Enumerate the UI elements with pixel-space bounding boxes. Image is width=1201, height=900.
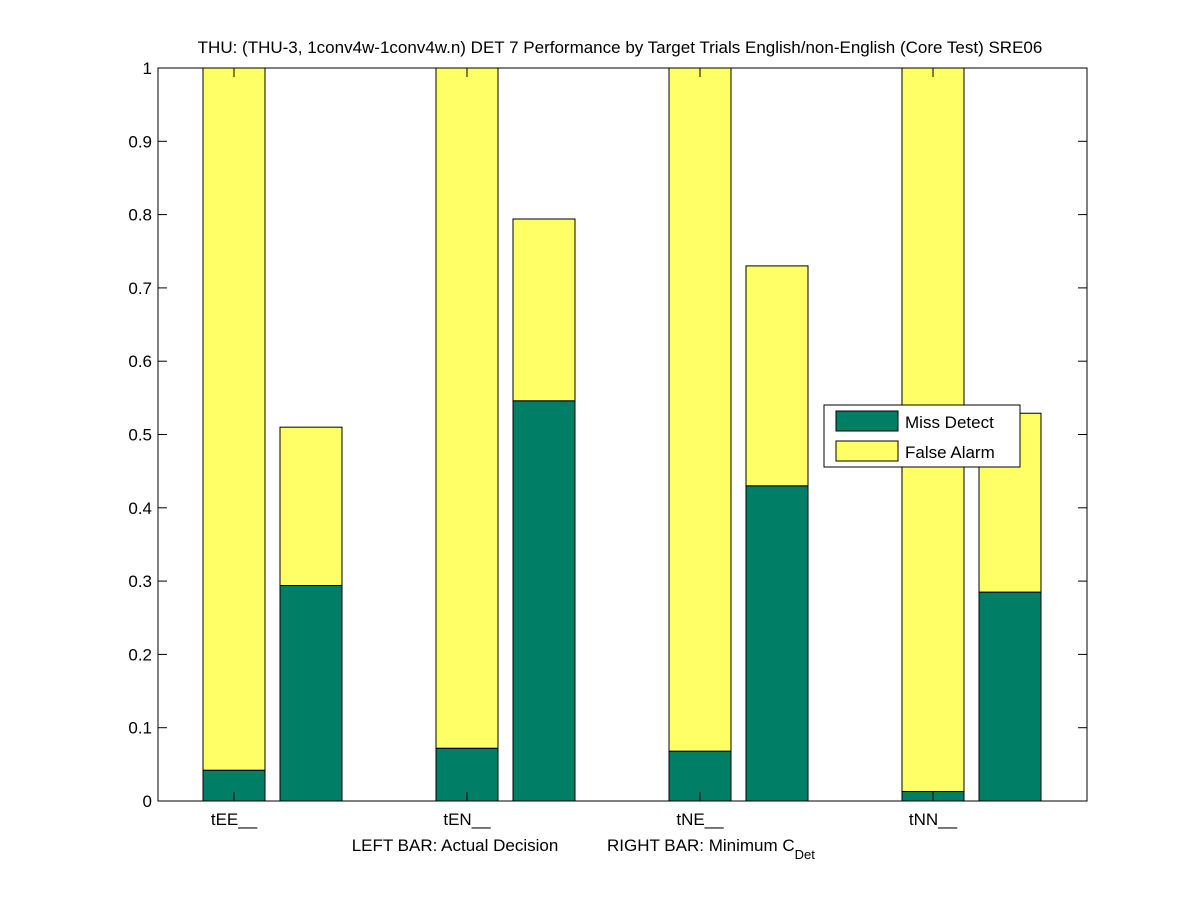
y-tick-label: 0.1	[128, 719, 152, 738]
x-tick-label: tEE__	[211, 810, 258, 829]
legend-label-miss-detect: Miss Detect	[905, 413, 994, 432]
bar-false-alarm-ten-left	[435, 67, 499, 749]
bar-false-alarm-tne-left	[668, 67, 732, 752]
legend: Miss Detect False Alarm	[823, 404, 1021, 468]
x-tick-label: tNE__	[676, 810, 724, 829]
bar-miss-tnn-right	[978, 591, 1042, 802]
y-tick-label: 0.5	[128, 426, 152, 445]
x-axis-label-left: LEFT BAR: Actual Decision	[352, 836, 559, 855]
axes-layer: 0 0.1 0.2 0.3 0.4 0.5 0.6 0.7 0.8 0.9 1 tEE__ tEN__ t…	[128, 59, 1088, 829]
bar-miss-ten-right	[512, 400, 576, 802]
y-tick-label: 0.6	[128, 352, 152, 371]
y-tick-label: 0.3	[128, 572, 152, 591]
x-tick-label: tNN__	[909, 810, 958, 829]
bar-false-alarm-tee-right	[279, 426, 343, 586]
y-tick-label: 1	[143, 59, 152, 78]
y-tick-label: 0	[143, 792, 152, 811]
y-tick-label: 0.4	[128, 499, 152, 518]
bar-false-alarm-tne-right	[745, 265, 809, 487]
y-tick-label: 0.7	[128, 279, 152, 298]
x-axis-label-right-main: RIGHT BAR: Minimum C	[607, 836, 795, 855]
bars-layer	[202, 67, 1042, 802]
x-axis-label-right: RIGHT BAR: Minimum CDet	[607, 836, 815, 862]
legend-label-false-alarm: False Alarm	[905, 443, 995, 462]
y-tick-label: 0.2	[128, 645, 152, 664]
bar-miss-tne-right	[745, 485, 809, 802]
bar-false-alarm-tee-left	[202, 67, 266, 771]
legend-swatch-miss-detect	[835, 410, 899, 432]
bar-miss-tee-right	[279, 584, 343, 802]
y-tick-label: 0.8	[128, 206, 152, 225]
legend-swatch-false-alarm	[835, 440, 899, 462]
x-axis-label-right-subscript: Det	[795, 847, 816, 862]
bar-false-alarm-ten-right	[512, 218, 576, 402]
y-tick-label: 0.9	[128, 132, 152, 151]
x-tick-label: tEN__	[443, 810, 491, 829]
chart-title: THU: (THU-3, 1conv4w-1conv4w.n) DET 7 Pe…	[198, 38, 1043, 57]
